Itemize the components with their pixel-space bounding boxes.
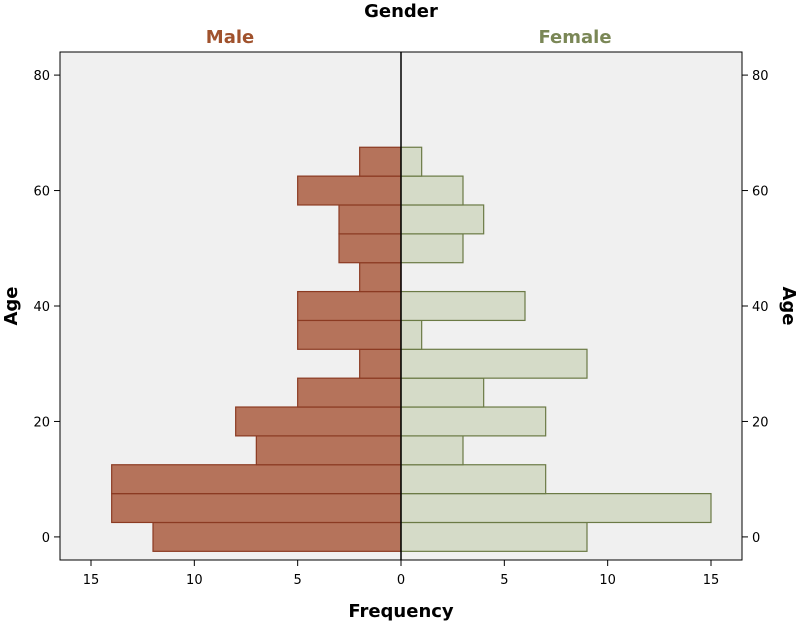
bars-group — [111, 146, 712, 552]
left-age-tick-label-60: 60 — [33, 185, 50, 200]
male-bar-age-50 — [338, 233, 402, 264]
right-age-tick-label-20: 20 — [752, 415, 769, 430]
frequency-tick-label-6: 15 — [703, 573, 720, 588]
female-bar-age-20 — [400, 406, 547, 437]
left-age-tick-label-20: 20 — [33, 415, 50, 430]
male-bar-age-20 — [235, 406, 402, 437]
male-bar-age-65 — [359, 146, 402, 177]
x-axis-title: Frequency — [348, 601, 454, 622]
male-bar-age-45 — [359, 262, 402, 293]
left-age-axis: 0 20 40 60 80 — [33, 69, 60, 546]
left-age-tick-label-80: 80 — [33, 69, 50, 84]
female-bar-age-0 — [400, 521, 588, 552]
right-age-tick-label-80: 80 — [752, 69, 769, 84]
frequency-tick-label-2: 5 — [294, 573, 302, 588]
y-axis-title-left: Age — [1, 286, 22, 325]
female-bar-age-50 — [400, 233, 464, 264]
left-age-tick-label-0: 0 — [42, 531, 50, 546]
male-bar-age-40 — [297, 290, 402, 322]
male-bar-age-25 — [297, 377, 402, 408]
left-age-tick-label-40: 40 — [33, 300, 50, 315]
frequency-tick-label-4: 5 — [500, 573, 508, 588]
frequency-axis: 15 10 5 0 5 10 15 — [83, 560, 720, 588]
right-age-tick-label-60: 60 — [752, 185, 769, 200]
frequency-tick-label-5: 10 — [599, 573, 616, 588]
male-series-label: Male — [206, 27, 254, 48]
male-bar-age-35 — [297, 319, 402, 350]
right-age-tick-label-40: 40 — [752, 300, 769, 315]
right-age-tick-label-0: 0 — [752, 531, 760, 546]
male-bar-age-60 — [297, 175, 402, 206]
frequency-tick-label-0: 15 — [83, 573, 100, 588]
legend-title: Gender — [364, 1, 438, 22]
female-bar-age-65 — [400, 146, 423, 177]
male-bar-age-0 — [152, 521, 402, 552]
frequency-tick-label-3: 0 — [397, 573, 405, 588]
female-bar-age-10 — [400, 464, 547, 495]
male-bar-age-10 — [111, 464, 402, 495]
male-bar-age-5 — [111, 493, 402, 524]
female-bar-age-35 — [400, 319, 423, 350]
right-age-axis: 0 20 40 60 80 — [742, 69, 769, 546]
female-bar-age-30 — [400, 348, 588, 379]
y-axis-title-right: Age — [778, 286, 799, 325]
male-bar-age-30 — [359, 348, 402, 379]
female-bar-age-40 — [400, 290, 526, 322]
female-series-label: Female — [538, 27, 611, 48]
female-bar-age-60 — [400, 175, 464, 206]
frequency-tick-label-1: 10 — [186, 573, 203, 588]
male-bar-age-55 — [338, 204, 402, 235]
female-bar-age-25 — [400, 377, 485, 408]
male-bar-age-15 — [255, 435, 402, 466]
female-bar-age-55 — [400, 204, 485, 235]
female-bar-age-15 — [400, 435, 464, 466]
female-bar-age-5 — [400, 493, 712, 524]
